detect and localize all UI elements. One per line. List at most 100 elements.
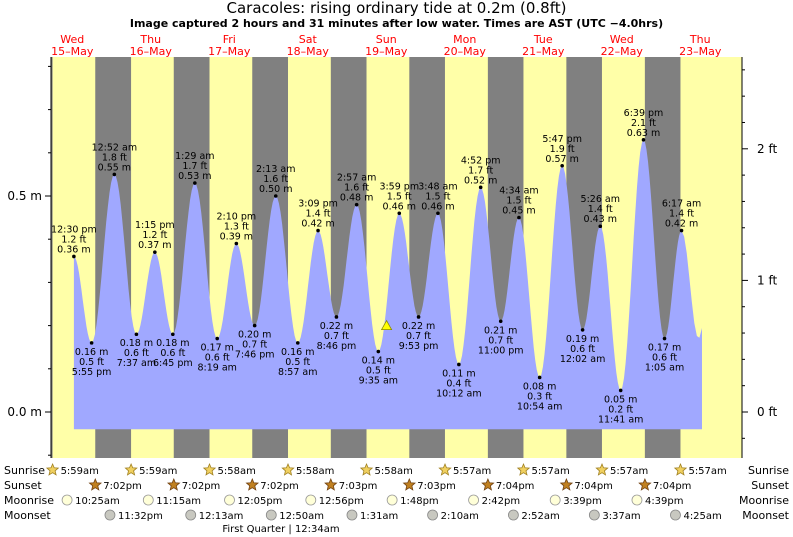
tide-label: 1.7 ft — [468, 165, 493, 176]
tide-label: 0.55 m — [98, 162, 131, 173]
day-header-date: 22–May — [601, 45, 644, 58]
tide-label: 0.19 m — [566, 334, 599, 345]
tide-label: 0.6 ft — [570, 344, 595, 355]
sunrise-icon — [438, 462, 452, 476]
tide-point — [354, 202, 359, 207]
tide-label: 1.6 ft — [263, 174, 288, 185]
tide-point — [560, 163, 564, 168]
tide-label: 0.5 ft — [366, 366, 391, 377]
tide-label: 1.5 ft — [425, 191, 450, 202]
tide-label: 1.9 ft — [550, 144, 575, 155]
sunset-icon — [88, 477, 103, 491]
sunrise-time: 5:57am — [610, 466, 648, 477]
tide-label: 6:45 pm — [153, 358, 193, 369]
moonrise-icon — [61, 494, 73, 506]
tide-label: 0.46 m — [383, 201, 416, 212]
tide-label: 4:52 pm — [461, 155, 501, 166]
moonrise-time: 4:39pm — [645, 496, 684, 507]
tide-label: 0.57 m — [545, 154, 578, 165]
tide-label: 6:39 pm — [624, 108, 664, 119]
sunset-icon — [559, 477, 574, 491]
tide-point — [171, 332, 175, 337]
day-header-date: 16–May — [130, 45, 173, 58]
tide-label: 0.05 m — [604, 394, 637, 405]
day-header-dow: Wed — [610, 33, 634, 46]
sunset-time: 7:04pm — [653, 481, 692, 492]
moonrise-icon — [631, 494, 643, 506]
moonrise-icon — [224, 494, 235, 506]
tide-curve — [73, 139, 702, 430]
sunrise-time: 5:57am — [453, 466, 491, 477]
tide-label: 4:34 am — [499, 186, 538, 197]
tide-label: 0.5 ft — [79, 357, 104, 368]
day-header-dow: Tue — [533, 33, 553, 46]
tide-label: 0.17 m — [648, 343, 681, 354]
moonrise-icon — [468, 494, 479, 506]
tide-point — [193, 181, 197, 185]
moonrise-icon — [305, 494, 317, 506]
tide-label: 0.16 m — [75, 347, 108, 358]
sunset-time: 7:02pm — [182, 481, 221, 492]
tide-point — [89, 341, 94, 345]
moonrise-time: 11:15am — [156, 496, 201, 507]
day-header-date: 15–May — [51, 45, 94, 58]
tide-point — [537, 375, 542, 380]
sunrise-icon — [516, 462, 531, 476]
day-header-date: 18–May — [287, 45, 330, 58]
tide-label: 2.1 ft — [631, 118, 656, 129]
tide-label: 0.08 m — [523, 381, 556, 392]
tide-label: 10:12 am — [436, 388, 481, 399]
tide-label: 0.42 m — [301, 219, 334, 230]
tide-label: 0.22 m — [320, 321, 353, 332]
tide-label: 12:30 pm — [51, 224, 97, 235]
day-header-date: 19–May — [365, 45, 408, 58]
sunset-time: 7:03pm — [339, 481, 378, 492]
sunrise-time: 5:57am — [688, 466, 726, 477]
right-tick-label: 1 ft — [757, 273, 777, 287]
tide-point — [416, 315, 421, 319]
tide-label: 1:15 pm — [135, 220, 175, 231]
day-header-dow: Sat — [299, 33, 318, 46]
right-tick-label: 0 ft — [757, 405, 777, 419]
tide-label: 0.42 m — [665, 219, 698, 230]
day-header-dow: Mon — [453, 33, 476, 46]
tide-point — [436, 211, 440, 216]
tide-point — [641, 138, 646, 142]
chart-subtitle: Image captured 2 hours and 31 minutes af… — [129, 17, 664, 30]
tide-label: 1:05 am — [645, 363, 684, 374]
tide-label: 12:02 am — [560, 354, 605, 365]
tide-label: 0.7 ft — [242, 340, 267, 351]
tide-label: 0.52 m — [464, 175, 497, 186]
tide-label: 9:53 pm — [399, 341, 439, 352]
row-label-right: Moonrise — [739, 494, 789, 507]
day-header-dow: Sun — [376, 33, 397, 46]
tide-point — [273, 194, 278, 198]
sunset-time: 7:04pm — [574, 481, 613, 492]
sun-moon-table: Sunrise Sunrise Sunset Sunset Moonrise Moonri… — [4, 462, 790, 535]
row-label-left: Sunset — [4, 479, 42, 492]
tide-label: 0.7 ft — [324, 331, 349, 342]
tide-label: 7:46 pm — [235, 350, 275, 361]
sunrise-time: 5:59am — [61, 466, 99, 477]
sunrise-time: 5:58am — [218, 466, 256, 477]
tide-label: 2:13 am — [256, 164, 295, 175]
moonset-icon — [670, 509, 681, 521]
tide-label: 1.6 ft — [344, 183, 369, 194]
tide-label: 0.39 m — [220, 232, 253, 243]
tide-label: 5:26 am — [581, 194, 620, 205]
tide-label: 1.3 ft — [224, 222, 249, 233]
tide-point — [580, 328, 585, 332]
tide-label: 0.43 m — [584, 214, 617, 225]
tide-label: 0.6 ft — [124, 348, 149, 359]
tide-label: 0.50 m — [259, 184, 292, 195]
tide-label: 12:52 am — [92, 142, 137, 153]
tide-label: 0.4 ft — [446, 378, 471, 389]
tide-point — [316, 228, 320, 233]
tide-point — [72, 254, 76, 259]
moonset-icon — [507, 509, 519, 521]
moonrise-icon — [549, 494, 561, 506]
row-label-right: Moonset — [742, 509, 789, 522]
tide-label: 3:09 pm — [298, 199, 338, 210]
tide-label: 0.3 ft — [527, 391, 552, 402]
